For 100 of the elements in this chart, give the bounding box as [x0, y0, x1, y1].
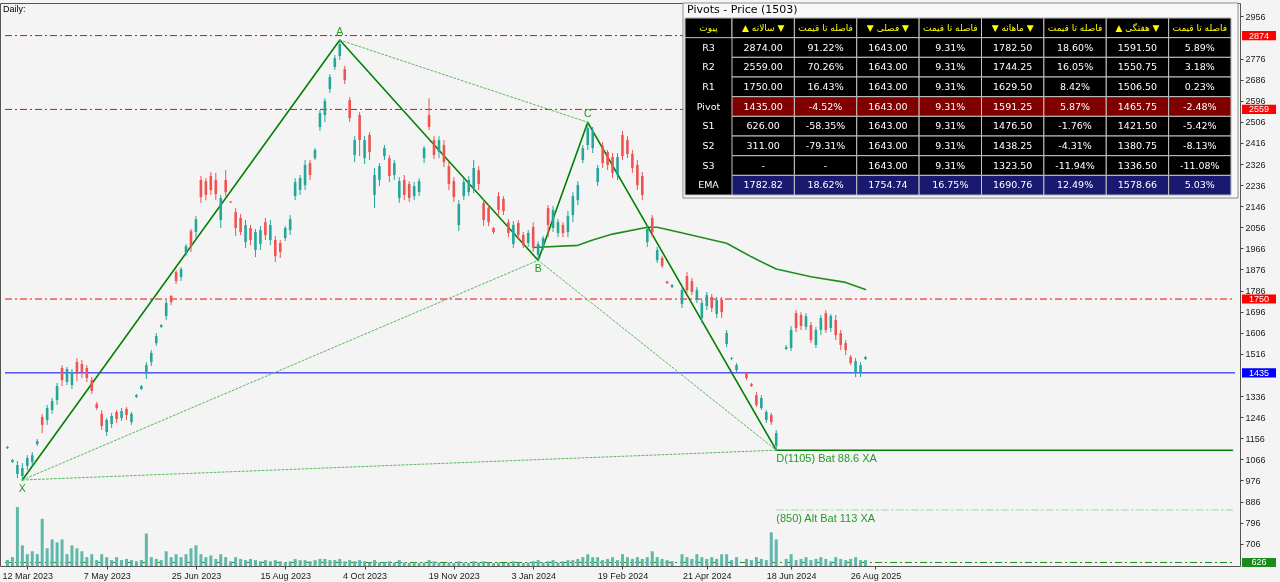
data-label: 9.31% — [935, 120, 966, 132]
annotation: X — [18, 481, 26, 494]
y-tick-label: EMA — [698, 179, 720, 191]
data-label: -8.13% — [1183, 139, 1217, 151]
y-tick-label: 1606 — [1245, 328, 1266, 339]
data-label: 1782.50 — [993, 41, 1033, 53]
x-tick-label: 7 May 2023 — [83, 570, 131, 581]
data-label: 1643.00 — [868, 139, 908, 151]
data-label: 70.26% — [807, 61, 844, 73]
data-label: 9.31% — [935, 100, 966, 112]
annotation: A — [336, 25, 344, 38]
y-tick-label: 886 — [1245, 497, 1261, 508]
annotation: D(1105) Bat 88.6 XA — [776, 452, 878, 465]
y-tick-label: 2326 — [1245, 159, 1266, 170]
data-label: 311.00 — [746, 139, 780, 151]
data-label: 16.75% — [932, 179, 969, 191]
y-tick-label: 976 — [1245, 475, 1261, 486]
data-label: 9.31% — [935, 61, 966, 73]
y-tick-label: Pivot — [696, 100, 721, 112]
data-label: 1578.66 — [1117, 179, 1158, 191]
annotation: B — [534, 262, 542, 275]
data-label: 16.05% — [1056, 61, 1094, 73]
y-tick-label: S1 — [702, 120, 715, 132]
y-tick-label: 796 — [1245, 518, 1261, 529]
y-tick-label: 2686 — [1245, 75, 1266, 86]
x-tick-label: فاصله تا قیمت — [1172, 22, 1228, 33]
data-label: 1323.50 — [993, 159, 1033, 171]
data-label: 1435.00 — [743, 100, 783, 112]
x-tick-label: 4 Oct 2023 — [343, 570, 388, 581]
y-tick-label: 2956 — [1245, 11, 1266, 22]
data-label: 1643.00 — [868, 120, 908, 132]
y-tick-label: 2506 — [1245, 117, 1266, 128]
data-label: 626.00 — [746, 120, 780, 132]
y-tick-label: 1516 — [1245, 349, 1266, 360]
data-label: 8.42% — [1059, 80, 1091, 92]
data-label: -5.42% — [1183, 120, 1217, 132]
data-label: 5.03% — [1184, 179, 1215, 191]
data-label: 1380.75 — [1117, 139, 1158, 151]
x-tick-label: ▼ فصلی ▼ — [866, 22, 910, 33]
y-tick-label: 1066 — [1245, 454, 1266, 465]
y-tick-label: 1786 — [1245, 286, 1266, 297]
data-label: 1643.00 — [868, 80, 908, 92]
data-label: -1.76% — [1058, 120, 1092, 132]
y-axis-title: پیوت — [699, 22, 719, 33]
data-label: 18.60% — [1056, 41, 1094, 53]
y-tick-label: 1696 — [1245, 307, 1266, 318]
data-label: -2.48% — [1183, 100, 1217, 112]
data-label: -11.94% — [1055, 159, 1095, 171]
x-tick-label: 12 Mar 2023 — [2, 570, 54, 581]
y-tick-label: 1336 — [1245, 391, 1266, 402]
data-label: 9.31% — [935, 159, 966, 171]
data-label: 1750.00 — [743, 80, 783, 92]
data-label: 1465.75 — [1117, 100, 1158, 112]
y-tick-label: S3 — [702, 159, 715, 171]
chart-title: Pivots - Price (1503) — [687, 2, 798, 16]
x-tick-label: فاصله تا قیمت — [1047, 22, 1103, 33]
x-tick-label: فاصله تا قیمت — [798, 22, 853, 33]
data-label: 9.31% — [935, 139, 966, 151]
data-label: -4.52% — [808, 100, 843, 112]
y-tick-label: 706 — [1245, 539, 1261, 550]
x-tick-label: 18 Jun 2024 — [766, 570, 817, 581]
y-tick-label: 2596 — [1245, 96, 1266, 107]
x-tick-label: فاصله تا قیمت — [923, 22, 978, 33]
data-label: 5.87% — [1059, 100, 1091, 112]
y-tick-label: 1246 — [1245, 412, 1266, 423]
y-tick-label: R1 — [702, 80, 715, 92]
data-label: -4.31% — [1058, 139, 1092, 151]
text: - — [761, 159, 765, 171]
data-label: 9.31% — [935, 41, 966, 53]
x-tick-label: ▲ هفتگی ▼ — [1115, 21, 1160, 33]
data-label: 5.89% — [1184, 41, 1215, 53]
data-label: 16.43% — [807, 80, 844, 92]
data-label: 18.62% — [807, 179, 844, 191]
data-label: 1782.82 — [743, 179, 783, 191]
y-tick-label: S2 — [702, 139, 715, 151]
data-label: 0.23% — [1184, 80, 1215, 92]
x-tick-label: 3 Jan 2024 — [511, 570, 556, 581]
x-tick-label: 19 Nov 2023 — [428, 570, 480, 581]
data-label: 1550.75 — [1117, 61, 1158, 73]
x-tick-label: 21 Apr 2024 — [683, 570, 732, 581]
annotation: C — [583, 107, 592, 120]
data-label: 1506.50 — [1117, 80, 1158, 92]
data-label: 3.18% — [1184, 61, 1215, 73]
y-tick-label: 2236 — [1245, 180, 1266, 191]
data-label: 1744.25 — [993, 61, 1033, 73]
x-tick-label: 19 Feb 2024 — [597, 570, 649, 581]
ref-line-label: 2874 — [1248, 30, 1270, 41]
y-tick-label: R3 — [702, 41, 715, 53]
data-label: 1643.00 — [868, 100, 908, 112]
data-label: 1643.00 — [868, 159, 908, 171]
y-tick-label: 2056 — [1245, 222, 1266, 233]
x-tick-label: 26 Aug 2025 — [850, 570, 902, 581]
x-tick-label: ▲ سالانه ▼ — [742, 22, 785, 33]
ref-line-label: 626 — [1251, 557, 1267, 568]
y-tick-label: 2776 — [1245, 54, 1266, 65]
data-label: 1591.25 — [993, 100, 1033, 112]
x-tick-label: ▼ ماهانه ▼ — [991, 22, 1034, 33]
ref-line-label: 2559 — [1248, 104, 1270, 115]
x-tick-label: 15 Aug 2023 — [260, 570, 311, 581]
chart-title: Daily: — [3, 4, 26, 14]
